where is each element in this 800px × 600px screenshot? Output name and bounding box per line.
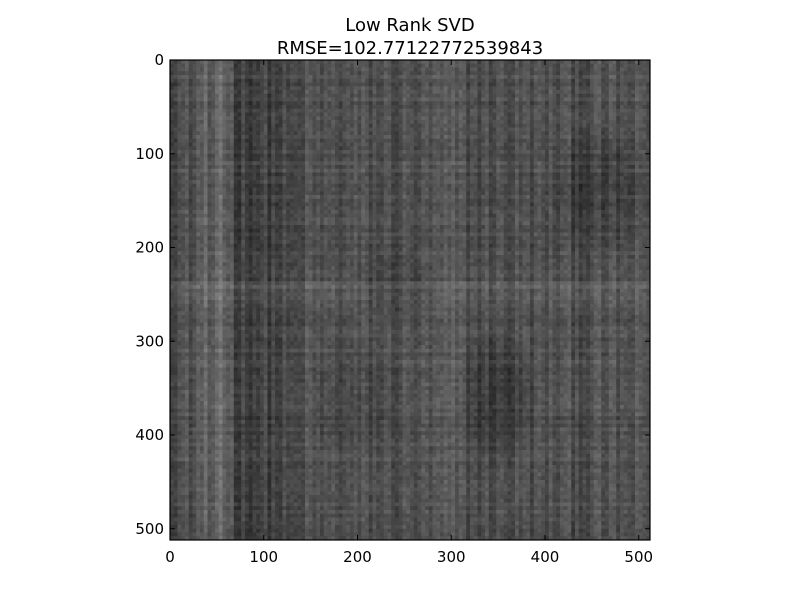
y-tick-label: 400 [135, 426, 164, 444]
axes-frame [169, 59, 651, 541]
chart-title: Low Rank SVD [345, 15, 474, 36]
y-tick-label: 0 [154, 51, 164, 69]
chart-subtitle: RMSE=102.77122772539843 [277, 38, 543, 59]
x-tick-label: 0 [165, 548, 175, 566]
x-tick-label: 300 [437, 548, 466, 566]
y-tick-label: 100 [135, 145, 164, 163]
y-tick-label: 300 [135, 332, 164, 350]
x-axis: 0 100 200 300 400 500 [165, 60, 653, 566]
x-tick-label: 100 [249, 548, 278, 566]
y-axis: 0 100 200 300 400 500 [135, 51, 650, 538]
y-tick-label: 500 [135, 520, 164, 538]
x-tick-label: 200 [343, 548, 372, 566]
heatmap-image [170, 60, 650, 540]
x-tick-label: 400 [531, 548, 560, 566]
y-tick-label: 200 [135, 239, 164, 257]
plot-area [170, 60, 650, 540]
x-tick-label: 500 [624, 548, 653, 566]
